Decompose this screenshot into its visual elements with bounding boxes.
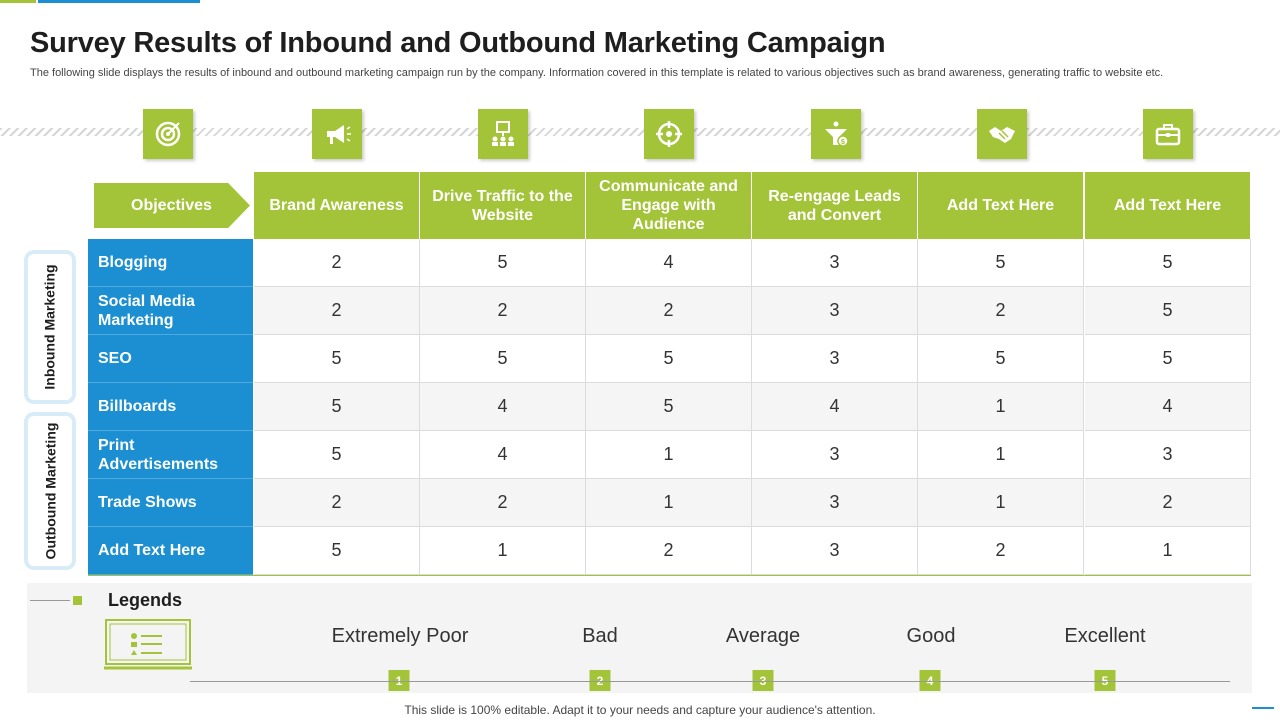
table-cell: 4 <box>1085 383 1251 431</box>
table-cell: 2 <box>1085 479 1251 527</box>
presentation-board-icon <box>104 619 192 671</box>
table-cell: 1 <box>918 383 1084 431</box>
row-label: Add Text Here <box>88 527 253 575</box>
row-label: Print Advertisements <box>88 431 253 479</box>
legend-label: Excellent <box>1064 625 1146 647</box>
legend-label: Bad <box>582 625 618 647</box>
table-cell: 3 <box>752 239 918 287</box>
objectives-header: Objectives <box>94 183 250 228</box>
handshake-icon <box>977 109 1027 159</box>
table-cell: 5 <box>1085 239 1251 287</box>
crosshair-icon <box>644 109 694 159</box>
legend-number: 1 <box>388 670 410 691</box>
legend-number: 3 <box>752 670 774 691</box>
row-label: Social Media Marketing <box>88 287 253 335</box>
table-cell: 5 <box>918 335 1084 383</box>
table-cell: 2 <box>918 527 1084 575</box>
table-cell: 2 <box>918 287 1084 335</box>
row-label: Trade Shows <box>88 479 253 527</box>
table-cell: 1 <box>918 479 1084 527</box>
table-cell: 2 <box>586 287 752 335</box>
legend-title: Legends <box>108 590 183 610</box>
funnel-dollar-icon: $ <box>811 109 861 159</box>
table-cell: 2 <box>586 527 752 575</box>
column-header: Communicate and Engage with Audience <box>586 172 751 239</box>
row-label: Billboards <box>88 383 253 431</box>
table-cell: 5 <box>420 335 586 383</box>
row-label: Blogging <box>88 239 253 287</box>
legend-panel <box>27 583 1252 693</box>
legend-bullet <box>73 596 82 605</box>
outbound-marketing-tab: Outbound Marketing <box>28 416 72 566</box>
table-cell: 3 <box>752 335 918 383</box>
table-cell: 4 <box>420 431 586 479</box>
table-cell: 5 <box>1085 335 1251 383</box>
inbound-marketing-tab: Inbound Marketing <box>28 254 72 400</box>
table-cell: 3 <box>752 287 918 335</box>
table-cell: 5 <box>420 239 586 287</box>
legend-scale-line <box>190 681 1230 682</box>
table-cell: 4 <box>586 239 752 287</box>
corner-accent <box>1252 707 1274 709</box>
table-cell: 5 <box>1085 287 1251 335</box>
table-cell: 5 <box>254 335 420 383</box>
table-cell: 5 <box>918 239 1084 287</box>
column-header: Drive Traffic to the Website <box>420 172 585 239</box>
legend-label: Good <box>906 625 956 647</box>
table-cell: 4 <box>420 383 586 431</box>
column-header: Re-engage Leads and Convert <box>752 172 917 239</box>
table-cell: 1 <box>1085 527 1251 575</box>
legend-number: 2 <box>589 670 611 691</box>
table-cell: 1 <box>586 431 752 479</box>
column-header: Brand Awareness <box>254 172 419 239</box>
table-cell: 5 <box>254 527 420 575</box>
table-cell: 5 <box>586 335 752 383</box>
table-cell: 2 <box>254 239 420 287</box>
website-traffic-icon <box>478 109 528 159</box>
table-cell: 3 <box>752 479 918 527</box>
legend-divider <box>30 600 70 601</box>
table-cell: 5 <box>254 431 420 479</box>
top-accent-bar <box>0 0 200 3</box>
briefcase-icon <box>1143 109 1193 159</box>
legend-number: 4 <box>919 670 941 691</box>
table-cell: 5 <box>586 383 752 431</box>
table-cell: 2 <box>420 479 586 527</box>
table-cell: 1 <box>420 527 586 575</box>
page-subtitle: The following slide displays the results… <box>30 67 1164 79</box>
svg-text:$: $ <box>841 139 845 146</box>
table-cell: 2 <box>254 479 420 527</box>
table-cell: 2 <box>254 287 420 335</box>
table-bottom-rule <box>88 575 1251 576</box>
table-cell: 3 <box>752 527 918 575</box>
table-cell: 5 <box>254 383 420 431</box>
legend-label: Average <box>725 625 801 647</box>
table-cell: 4 <box>752 383 918 431</box>
hatch-divider <box>0 128 1280 136</box>
table-cell: 1 <box>586 479 752 527</box>
row-label: SEO <box>88 335 253 383</box>
column-header: Add Text Here <box>1085 172 1250 239</box>
legend-number: 5 <box>1094 670 1116 691</box>
table-cell: 1 <box>918 431 1084 479</box>
table-cell: 2 <box>420 287 586 335</box>
footer-note: This slide is 100% editable. Adapt it to… <box>404 703 876 717</box>
page-title: Survey Results of Inbound and Outbound M… <box>30 27 886 59</box>
megaphone-icon <box>312 109 362 159</box>
target-icon <box>143 109 193 159</box>
legend-label: Extremely Poor <box>331 625 469 647</box>
table-cell: 3 <box>752 431 918 479</box>
column-header: Add Text Here <box>918 172 1083 239</box>
table-cell: 3 <box>1085 431 1251 479</box>
